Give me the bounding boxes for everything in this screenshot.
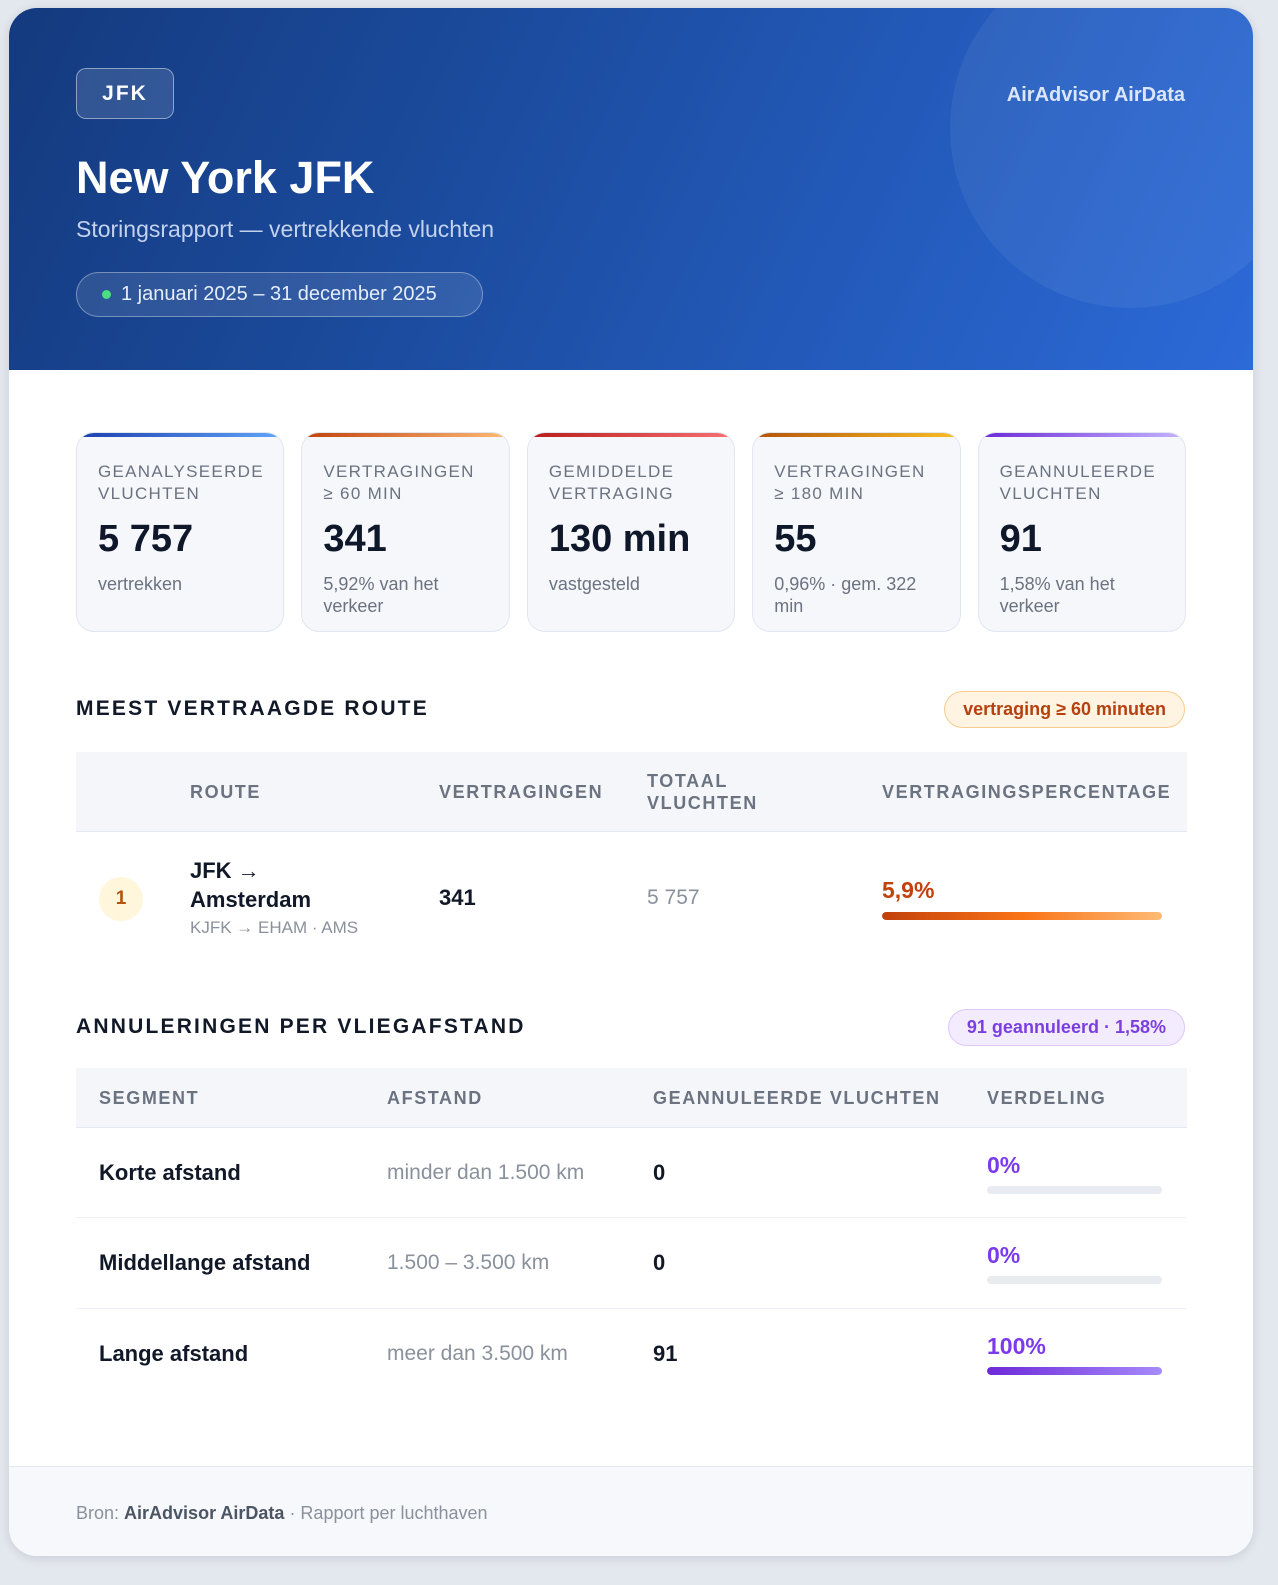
kpi-label: Geanalyseerde vluchten (98, 462, 264, 503)
kpi-label: Vertragingen ≥ 60 min (323, 462, 475, 503)
segment-distance: 1.500 – 3.500 km (387, 1251, 550, 1274)
column-header-cancelled-flights: GEANNULEERDE VLUCHTEN (653, 1088, 941, 1108)
kpi-label: Geannuleerde vluchten (999, 462, 1156, 503)
kpi-label: Vertragingen ≥ 180 min (774, 462, 926, 503)
segment-cancelled: 91 (653, 1341, 678, 1366)
segment-share: 100% (987, 1333, 1046, 1359)
delay-rate-bar-fill (882, 912, 1162, 920)
kpi-card-delays-180: Vertragingen ≥ 180 min 55 0,96% · gem. 3… (752, 432, 961, 632)
kpi-value: 5 757 (98, 518, 194, 560)
kpi-accent-bar (527, 433, 735, 437)
column-header-delays: VERTRAGINGEN (439, 782, 604, 802)
kpi-value: 341 (323, 518, 387, 560)
kpi-note: 5,92% van het verkeer (323, 574, 439, 616)
route-destination: Amsterdam (190, 887, 312, 912)
kpi-row: Geanalyseerde vluchten 5 757 vertrekken … (76, 432, 1187, 632)
column-header-share: VERDELING (987, 1088, 1107, 1108)
kpi-accent-bar (77, 433, 284, 437)
column-header-route: ROUTE (190, 782, 261, 802)
segment-cancelled: 0 (653, 1160, 666, 1185)
footer-source-label: Bron: (76, 1503, 120, 1523)
delay-rate-bar (882, 912, 1162, 920)
kpi-card-delays-60: Vertragingen ≥ 60 min 341 5,92% van het … (301, 432, 510, 632)
routes-section-title: MEEST VERTRAAGDE ROUTE (76, 697, 429, 720)
routes-table: ROUTE VERTRAGINGEN TOTAAL VLUCHTEN VERTR… (76, 752, 1187, 964)
kpi-accent-bar (978, 433, 1186, 437)
segment-name: Korte afstand (99, 1160, 241, 1185)
route-delays: 341 (439, 885, 476, 910)
segment-share: 0% (987, 1152, 1021, 1178)
segment-share: 0% (987, 1242, 1021, 1268)
route-total-flights: 5 757 (647, 886, 700, 909)
column-header-delay-rate: VERTRAGINGSPERCENTAGE (882, 782, 1172, 802)
delay-threshold-badge: vertraging ≥ 60 minuten (944, 691, 1185, 728)
kpi-note: 1,58% van het verkeer (999, 574, 1115, 616)
kpi-note: vertrekken (98, 574, 183, 594)
segment-name: Middellange afstand (99, 1250, 311, 1275)
route-origin: JFK → (190, 858, 260, 883)
decorative-circle (950, 8, 1253, 308)
share-bar (987, 1276, 1162, 1284)
rank-badge: 1 (99, 877, 143, 921)
table-row: Korte afstand minder dan 1.500 km 0 0% (76, 1128, 1187, 1218)
table-row: Lange afstand meer dan 3.500 km 91 100% (76, 1309, 1187, 1400)
share-bar-fill (987, 1367, 1162, 1375)
share-bar (987, 1367, 1162, 1375)
share-bar (987, 1186, 1162, 1194)
segment-distance: meer dan 3.500 km (387, 1342, 568, 1365)
footer-source: Bron: AirAdvisor AirData · Rapport per l… (76, 1503, 488, 1524)
route-delay-rate: 5,9% (882, 877, 935, 903)
page-subtitle: Storingsrapport — vertrekkende vluchten (76, 216, 495, 242)
report-header: JFK AirAdvisor AirData New York JFK Stor… (9, 8, 1253, 370)
footer-source-name: AirAdvisor AirData (124, 1503, 285, 1523)
kpi-label: Gemiddelde vertraging (548, 462, 675, 503)
kpi-accent-bar (753, 433, 960, 437)
report-card: JFK AirAdvisor AirData New York JFK Stor… (9, 8, 1253, 1556)
route-name: JFK → Amsterdam (190, 856, 311, 914)
routes-table-header: ROUTE VERTRAGINGEN TOTAAL VLUCHTEN VERTR… (76, 752, 1187, 832)
cancellations-table-header: SEGMENT AFSTAND GEANNULEERDE VLUCHTEN VE… (76, 1068, 1187, 1128)
segment-distance: minder dan 1.500 km (387, 1161, 585, 1184)
route-codes: KJFK → EHAM · AMS (190, 918, 359, 937)
brand-name: AirAdvisor AirData (1006, 84, 1185, 106)
kpi-value: 91 (999, 518, 1042, 560)
kpi-card-analyzed-flights: Geanalyseerde vluchten 5 757 vertrekken (76, 432, 285, 632)
kpi-card-cancelled: Geannuleerde vluchten 91 1,58% van het v… (977, 432, 1187, 632)
kpi-value: 130 min (548, 518, 691, 560)
page-title: New York JFK (76, 152, 375, 203)
table-row: Middellange afstand 1.500 – 3.500 km 0 0… (76, 1218, 1187, 1309)
segment-cancelled: 0 (653, 1250, 666, 1275)
footer-source-suffix: · Rapport per luchthaven (289, 1503, 488, 1523)
kpi-value: 55 (774, 518, 817, 560)
cancellations-table: SEGMENT AFSTAND GEANNULEERDE VLUCHTEN VE… (76, 1068, 1187, 1400)
cancellations-section-title: ANNULERINGEN PER VLIEGAFSTAND (76, 1015, 526, 1038)
report-footer: Bron: AirAdvisor AirData · Rapport per l… (9, 1466, 1253, 1556)
table-row: 1 JFK → Amsterdam KJFK → EHAM · AMS 341 … (76, 832, 1187, 964)
period-text: 1 januari 2025 – 31 december 2025 (121, 283, 437, 305)
column-header-total-flights: TOTAAL VLUCHTEN (647, 771, 758, 813)
cancellations-total-badge: 91 geannuleerd · 1,58% (947, 1009, 1185, 1046)
period-badge: 1 januari 2025 – 31 december 2025 (76, 272, 483, 317)
airport-code-badge: JFK (76, 68, 174, 119)
status-dot-icon (102, 290, 111, 299)
kpi-note: vastgesteld (548, 574, 640, 594)
kpi-card-average-delay: Gemiddelde vertraging 130 min vastgestel… (526, 432, 736, 632)
segment-name: Lange afstand (99, 1341, 249, 1366)
column-header-distance: AFSTAND (387, 1088, 483, 1108)
column-header-segment: SEGMENT (99, 1088, 200, 1108)
kpi-note: 0,96% · gem. 322 min (774, 574, 917, 616)
kpi-accent-bar (302, 433, 509, 437)
